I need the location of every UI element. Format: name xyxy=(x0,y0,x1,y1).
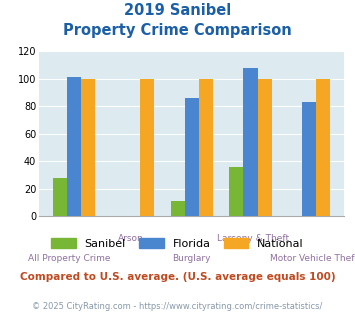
Bar xyxy=(244,68,258,216)
Bar xyxy=(258,79,272,216)
Text: Property Crime Comparison: Property Crime Comparison xyxy=(63,23,292,38)
Bar xyxy=(53,178,67,216)
Text: 2019 Sanibel: 2019 Sanibel xyxy=(124,3,231,18)
Text: Motor Vehicle Theft: Motor Vehicle Theft xyxy=(270,254,355,263)
Bar xyxy=(229,167,244,216)
Text: Arson: Arson xyxy=(118,234,143,243)
Text: Compared to U.S. average. (U.S. average equals 100): Compared to U.S. average. (U.S. average … xyxy=(20,272,335,282)
Bar xyxy=(199,79,213,216)
Text: © 2025 CityRating.com - https://www.cityrating.com/crime-statistics/: © 2025 CityRating.com - https://www.city… xyxy=(32,302,323,311)
Bar xyxy=(185,98,199,216)
Bar xyxy=(170,201,185,216)
Bar xyxy=(81,79,95,216)
Text: Burglary: Burglary xyxy=(173,254,211,263)
Legend: Sanibel, Florida, National: Sanibel, Florida, National xyxy=(47,234,308,253)
Text: All Property Crime: All Property Crime xyxy=(28,254,111,263)
Bar xyxy=(140,79,154,216)
Bar xyxy=(67,77,81,216)
Bar xyxy=(316,79,331,216)
Bar xyxy=(302,102,316,216)
Text: Larceny & Theft: Larceny & Theft xyxy=(217,234,289,243)
